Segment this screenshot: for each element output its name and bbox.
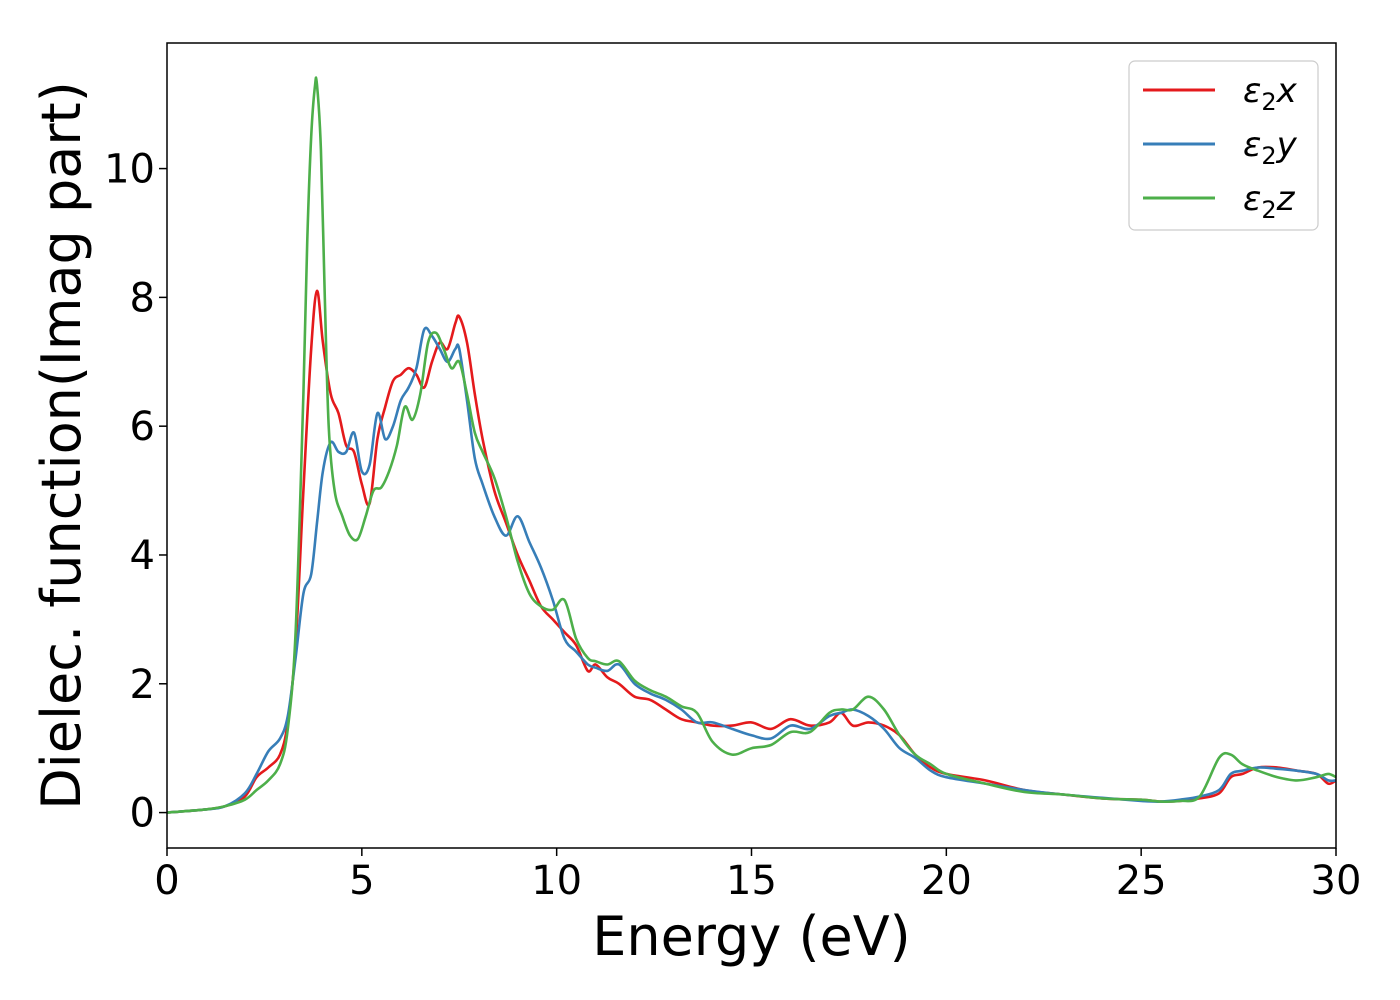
legend-label-base: ε: [1243, 179, 1261, 219]
x-axis-ticks: 0 5 10 15 20 25 30: [154, 848, 1361, 904]
legend-label-subscript: 2: [1261, 196, 1276, 224]
x-axis-title: Energy (eV): [592, 905, 911, 968]
y-tick-label: 8: [130, 275, 155, 321]
y-axis-title: Dielec. function(Imag part): [30, 81, 93, 810]
y-axis-ticks: 0 2 4 6 8 10: [104, 147, 167, 837]
legend-box: [1128, 60, 1319, 231]
series-layer: [166, 76, 1337, 814]
y-tick-label: 10: [104, 147, 155, 193]
legend-label-subscript: 2: [1261, 142, 1276, 170]
x-tick-label: 30: [1311, 858, 1362, 904]
y-tick-label: 6: [130, 404, 155, 450]
legend-label-suffix: x: [1276, 71, 1298, 111]
legend-label-x: ε2x: [1243, 71, 1298, 116]
y-tick-label: 2: [130, 662, 155, 708]
legend-label-y: ε2y: [1243, 125, 1298, 170]
x-tick-label: 10: [531, 858, 582, 904]
series-line-z: [166, 76, 1337, 814]
legend-label-subscript: 2: [1261, 88, 1276, 116]
legend-label-suffix: z: [1276, 179, 1296, 219]
x-tick-label: 20: [921, 858, 972, 904]
series-line-y: [166, 326, 1337, 814]
legend-label-z: ε2z: [1243, 179, 1296, 224]
x-tick-label: 25: [1116, 858, 1167, 904]
y-tick-label: 4: [130, 533, 155, 579]
x-tick-label: 0: [154, 858, 179, 904]
y-tick-label: 0: [130, 791, 155, 837]
x-tick-label: 5: [349, 858, 374, 904]
legend-label-base: ε: [1243, 125, 1261, 165]
x-tick-label: 15: [726, 858, 777, 904]
legend-label-base: ε: [1243, 71, 1261, 111]
legend-label-suffix: y: [1276, 125, 1298, 165]
